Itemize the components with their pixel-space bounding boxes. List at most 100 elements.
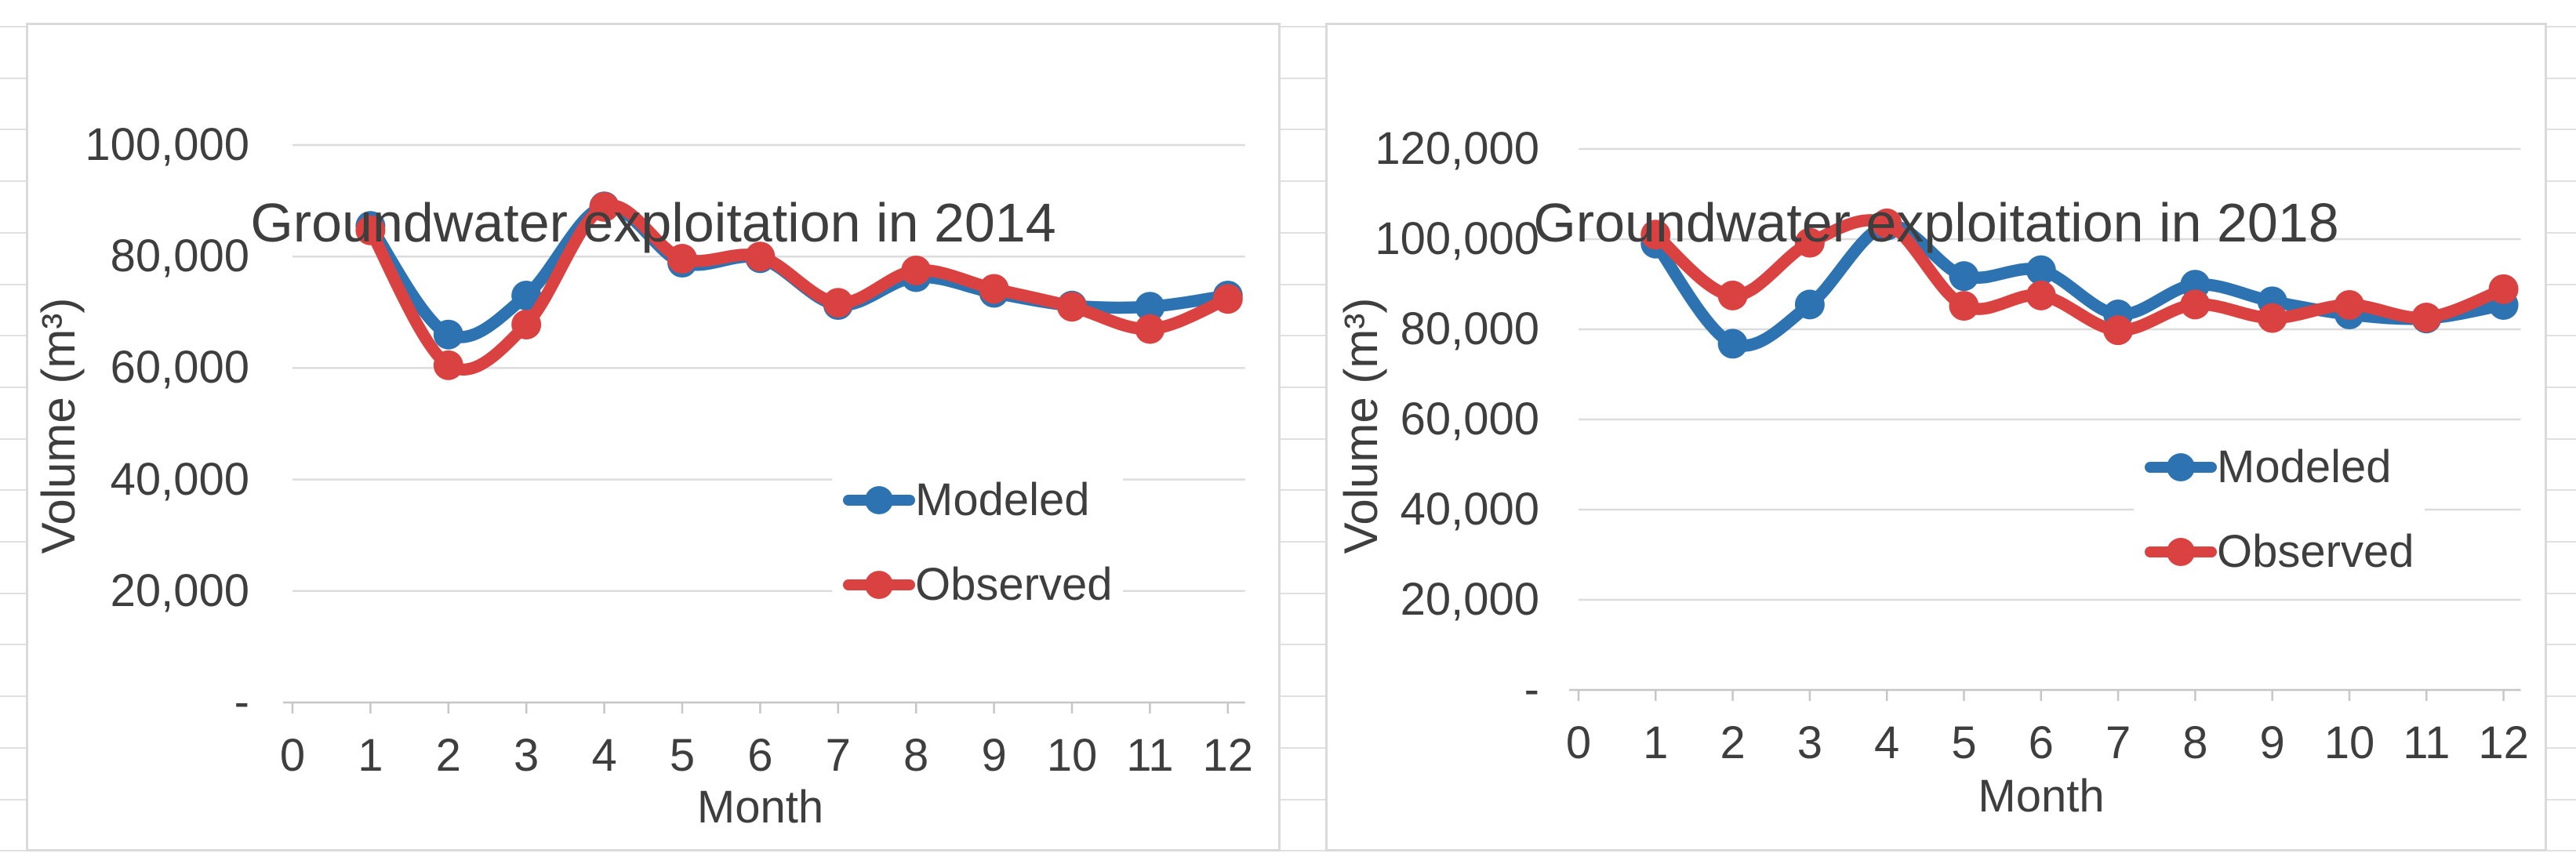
x-tick-label: 4 bbox=[1874, 717, 1900, 768]
data-point-observed bbox=[2257, 303, 2287, 333]
y-tick-label: 120,000 bbox=[1375, 123, 1539, 174]
worksheet-gridline-stub bbox=[1281, 335, 1325, 336]
worksheet-gridline-stub bbox=[2547, 747, 2576, 749]
data-point-observed bbox=[1717, 280, 1748, 310]
observed-line-marker-icon bbox=[2145, 538, 2217, 566]
worksheet-gridline-stub bbox=[0, 695, 26, 697]
data-point-modeled bbox=[511, 280, 542, 310]
worksheet-gridline-stub bbox=[1281, 26, 1325, 27]
data-point-observed bbox=[1794, 227, 1825, 258]
x-tick-label: 6 bbox=[2028, 717, 2054, 768]
chart-2014-panel: Groundwater exploitation in 2014 Volume … bbox=[26, 23, 1281, 851]
worksheet-gridline-stub bbox=[1281, 850, 1325, 851]
worksheet-gridline-stub bbox=[2547, 129, 2576, 130]
worksheet-gridline-stub bbox=[1281, 747, 1325, 749]
x-tick-label: 10 bbox=[1046, 730, 1098, 781]
worksheet-gridline-stub bbox=[2547, 180, 2576, 182]
worksheet-gridline-stub bbox=[1281, 78, 1325, 79]
x-tick-label: 1 bbox=[358, 730, 383, 781]
y-tick-label: 20,000 bbox=[1400, 574, 1539, 625]
worksheet-gridline-stub bbox=[1281, 695, 1325, 697]
x-tick-label: 10 bbox=[2323, 717, 2375, 768]
x-tick-label: 9 bbox=[2259, 717, 2285, 768]
data-point-observed bbox=[2103, 315, 2134, 346]
x-tick-label: 11 bbox=[1126, 730, 1174, 781]
x-tick-label: 12 bbox=[2478, 717, 2529, 768]
legend-item-observed: Observed bbox=[2145, 525, 2414, 579]
x-tick-label: 2 bbox=[1720, 717, 1746, 768]
data-point-observed bbox=[511, 309, 542, 339]
worksheet-gridline-stub bbox=[2547, 26, 2576, 27]
worksheet-gridline-stub bbox=[1281, 799, 1325, 800]
x-tick-label: 1 bbox=[1643, 717, 1669, 768]
data-point-modeled bbox=[1949, 261, 1979, 292]
worksheet-gridline-stub bbox=[2547, 78, 2576, 79]
y-tick-label: 100,000 bbox=[1375, 213, 1539, 264]
worksheet-gridline-stub bbox=[0, 129, 26, 130]
modeled-line-marker-icon bbox=[843, 486, 915, 514]
worksheet-gridline-stub bbox=[2547, 489, 2576, 491]
worksheet-gridline-stub bbox=[0, 232, 26, 234]
y-tick-label: 60,000 bbox=[110, 342, 249, 394]
data-point-modeled bbox=[1135, 292, 1165, 322]
worksheet-gridline-stub bbox=[0, 747, 26, 749]
worksheet-gridline-stub bbox=[2547, 232, 2576, 234]
worksheet-gridline-stub bbox=[0, 26, 26, 27]
worksheet-gridline-stub bbox=[1281, 180, 1325, 182]
x-tick-label: 9 bbox=[981, 730, 1007, 781]
data-point-modeled bbox=[2026, 255, 2056, 285]
legend-item-observed: Observed bbox=[843, 558, 1112, 612]
worksheet-gridline-stub bbox=[1281, 232, 1325, 234]
observed-dot-icon bbox=[2167, 538, 2195, 566]
y-tick-label: 80,000 bbox=[1400, 303, 1539, 354]
x-tick-label: 4 bbox=[591, 730, 617, 781]
y-tick-label: 20,000 bbox=[110, 565, 249, 616]
y-tick-label: 80,000 bbox=[110, 231, 249, 282]
y-tick-label: - bbox=[1524, 664, 1539, 715]
x-tick-label: 6 bbox=[747, 730, 773, 781]
worksheet-gridline-stub bbox=[1281, 438, 1325, 440]
x-tick-label: 3 bbox=[514, 730, 540, 781]
data-point-observed bbox=[1135, 314, 1165, 344]
chart-title-2018: Groundwater exploitation in 2018 bbox=[1533, 192, 2339, 253]
y-tick-label: 40,000 bbox=[110, 453, 249, 505]
data-point-observed bbox=[1212, 284, 1243, 314]
x-axis-title: Month bbox=[696, 782, 824, 833]
worksheet-gridline-stub bbox=[0, 644, 26, 645]
y-tick-label: - bbox=[234, 677, 249, 728]
y-tick-label: 60,000 bbox=[1400, 394, 1539, 445]
worksheet-gridline-stub bbox=[0, 387, 26, 388]
data-point-observed bbox=[589, 191, 619, 222]
x-tick-label: 7 bbox=[825, 730, 851, 781]
legend-2014: Modeled Observed bbox=[832, 469, 1124, 616]
x-tick-label: 11 bbox=[2403, 717, 2451, 768]
x-tick-label: 0 bbox=[279, 730, 306, 781]
y-tick-label: 100,000 bbox=[85, 119, 249, 170]
worksheet-gridline-stub bbox=[2547, 387, 2576, 388]
x-tick-label: 0 bbox=[1565, 717, 1592, 768]
worksheet-gridline-stub bbox=[2547, 541, 2576, 543]
legend-label-modeled: Modeled bbox=[2217, 441, 2392, 492]
worksheet-gridline-stub bbox=[1281, 284, 1325, 285]
x-tick-label: 7 bbox=[2105, 717, 2131, 768]
worksheet-gridline-stub bbox=[1281, 129, 1325, 130]
worksheet-gridline-stub bbox=[0, 799, 26, 800]
x-tick-label: 5 bbox=[1951, 717, 1977, 768]
worksheet-gridline-stub bbox=[1281, 593, 1325, 594]
data-point-observed bbox=[1949, 291, 1979, 321]
data-point-observed bbox=[667, 244, 697, 274]
legend-label-modeled: Modeled bbox=[915, 474, 1090, 525]
data-point-observed bbox=[2180, 289, 2211, 320]
worksheet-gridline-stub bbox=[1281, 489, 1325, 491]
worksheet-gridline-stub bbox=[1281, 541, 1325, 543]
data-point-observed bbox=[745, 241, 776, 272]
legend-item-modeled: Modeled bbox=[843, 474, 1112, 527]
worksheet-gridline-stub bbox=[2547, 695, 2576, 697]
worksheet-gridline-stub bbox=[2547, 850, 2576, 851]
legend-label-observed: Observed bbox=[915, 559, 1113, 610]
x-tick-label: 3 bbox=[1797, 717, 1823, 768]
data-point-observed bbox=[2334, 289, 2364, 320]
legend-item-modeled: Modeled bbox=[2145, 441, 2414, 494]
x-tick-label: 8 bbox=[903, 730, 929, 781]
worksheet-gridline-stub bbox=[0, 335, 26, 336]
